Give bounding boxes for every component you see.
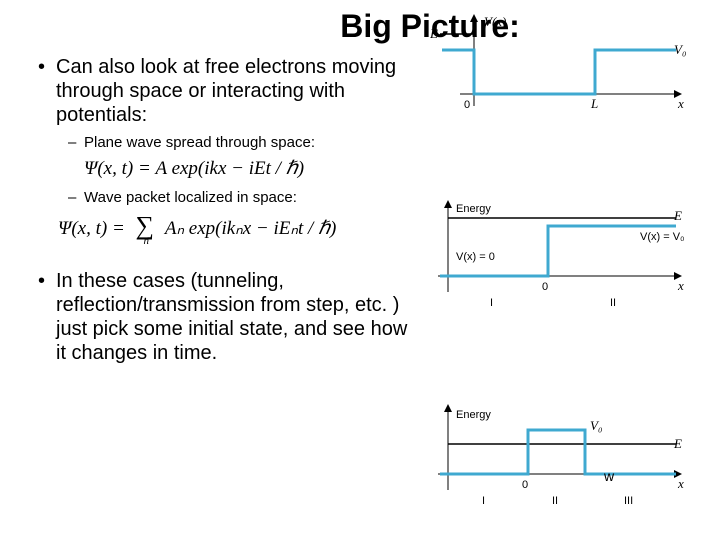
label-II3: II: [552, 495, 558, 507]
label-Vx0: V(x) = 0: [456, 251, 495, 263]
label-zero2: 0: [542, 281, 548, 293]
eq2-lhs: Ψ(x, t) =: [58, 218, 130, 239]
eq1-rhs: = A exp(ikx − iEt / ℏ): [133, 158, 304, 179]
label-II: II: [610, 297, 616, 309]
label-x: x: [677, 96, 684, 111]
eq2-rhs: Aₙ exp(ikₙx − iEₙt / ℏ): [160, 218, 336, 239]
label-energy: Energy: [456, 203, 491, 215]
sum-symbol: ∑n: [136, 211, 155, 241]
sub-bullet-2: Wave packet localized in space:: [84, 188, 412, 208]
slide: Big Picture: V(x) E V₀ 0 L x Energy E V(…: [0, 0, 720, 540]
figure-barrier: Energy V₀ E 0 x I II III: [430, 404, 695, 522]
content-column: Can also look at free electrons moving t…: [22, 55, 412, 365]
sum-index: n: [144, 235, 150, 247]
equation-plane-wave: Ψ(x, t) = A exp(ikx − iEt / ℏ): [84, 157, 412, 180]
label-zero: 0: [464, 99, 470, 111]
label-III3: III: [624, 495, 633, 507]
label-VxV0: V(x) = V₀: [640, 231, 685, 243]
bullet-2: In these cases (tunneling, reflection/tr…: [56, 269, 412, 365]
label-E2: E: [673, 208, 682, 223]
label-E: E: [430, 26, 438, 41]
sub-bullet-1: Plane wave spread through space:: [84, 133, 412, 153]
figure-square-well: V(x) E V₀ 0 L x: [430, 14, 695, 122]
label-I3: I: [482, 495, 485, 507]
label-zero3: 0: [522, 479, 528, 491]
label-Vx: V(x): [484, 14, 506, 29]
label-V0: V₀: [674, 42, 686, 57]
label-E3: E: [673, 436, 682, 451]
label-w: w: [604, 468, 614, 484]
label-x2: x: [677, 278, 684, 293]
figure-step-potential: Energy E V(x) = V₀ V(x) = 0 0 x I II: [430, 198, 695, 318]
bullet-1: Can also look at free electrons moving t…: [56, 55, 412, 127]
eq1-lhs: Ψ(x, t): [84, 158, 133, 179]
equation-wave-packet: Ψ(x, t) = ∑n Aₙ exp(ikₙx − iEₙt / ℏ): [58, 211, 412, 241]
label-V03: V₀: [590, 418, 602, 433]
label-L: L: [590, 96, 598, 111]
label-energy3: Energy: [456, 409, 491, 421]
label-I: I: [490, 297, 493, 309]
label-x3: x: [677, 476, 684, 491]
